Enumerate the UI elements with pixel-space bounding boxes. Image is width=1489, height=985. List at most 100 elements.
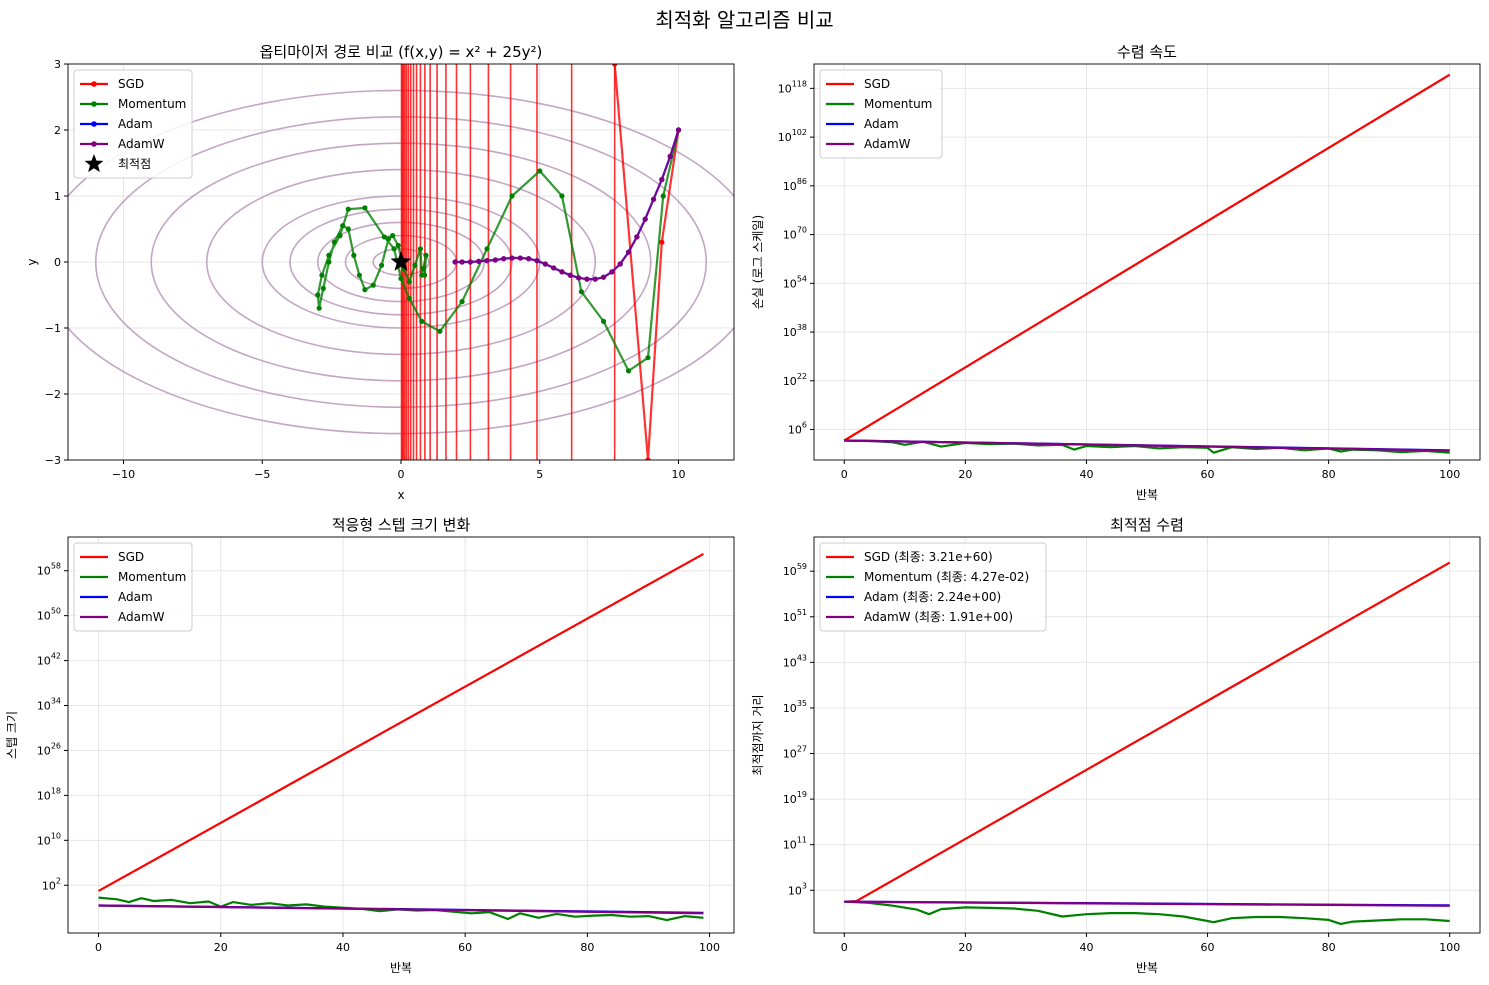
series-line-sgd bbox=[843, 73, 1451, 442]
legend-label: Adam bbox=[118, 590, 153, 604]
legend-box bbox=[73, 69, 193, 179]
y-axis-label: 스텝 크기 bbox=[5, 711, 19, 759]
legend-label: Adam bbox=[864, 117, 899, 131]
x-tick-label: 80 bbox=[1322, 468, 1336, 481]
x-tick-label: 60 bbox=[1201, 941, 1215, 954]
legend-label: Momentum bbox=[118, 570, 186, 584]
data-point-momentum bbox=[351, 252, 357, 258]
x-axis-label: 반복 bbox=[1136, 488, 1158, 502]
y-tick-label: 1054 bbox=[783, 274, 807, 290]
y-tick-label: 1 bbox=[54, 190, 61, 203]
x-tick-label: 0 bbox=[841, 468, 848, 481]
legend-entry: 최적점 bbox=[84, 154, 151, 173]
data-point-momentum bbox=[625, 368, 632, 374]
x-tick-label: 80 bbox=[1322, 941, 1336, 954]
data-point-momentum bbox=[390, 233, 396, 239]
x-tick-label: 40 bbox=[1079, 468, 1093, 481]
legend-label: AdamW bbox=[118, 610, 165, 624]
legend-entry: Momentum (최종: 4.27e-02) bbox=[826, 570, 1029, 584]
data-point-momentum bbox=[362, 205, 368, 211]
data-point-adamw bbox=[609, 269, 615, 275]
data-point-momentum bbox=[320, 285, 326, 291]
x-tick-label: 60 bbox=[1201, 468, 1215, 481]
series-line-adamw bbox=[455, 129, 680, 281]
data-point-adamw bbox=[600, 274, 607, 280]
x-tick-label: 100 bbox=[699, 941, 720, 954]
legend-box bbox=[819, 542, 1047, 632]
legend-entry: AdamW bbox=[80, 610, 165, 624]
data-point-sgd bbox=[612, 64, 618, 67]
data-point-momentum bbox=[395, 242, 401, 249]
data-point-adamw bbox=[467, 259, 473, 265]
x-tick-label: 100 bbox=[1439, 468, 1460, 481]
data-point-momentum bbox=[362, 287, 368, 293]
chart-title: 적응형 스텝 크기 변화 bbox=[332, 516, 471, 534]
data-point-adamw bbox=[517, 255, 523, 261]
data-point-adamw bbox=[534, 258, 540, 264]
y-tick-label: 1034 bbox=[37, 697, 61, 713]
data-point-adamw bbox=[650, 196, 657, 202]
y-tick-label: 1027 bbox=[783, 745, 807, 761]
y-tick-label: 1038 bbox=[783, 323, 807, 339]
legend-label: SGD bbox=[864, 77, 890, 91]
x-tick-label: 5 bbox=[536, 468, 543, 481]
y-tick-label: 1043 bbox=[783, 653, 807, 669]
chart-title: 수렴 속도 bbox=[1117, 43, 1177, 61]
legend-entry: AdamW bbox=[826, 137, 911, 151]
data-point-momentum bbox=[578, 289, 584, 295]
data-point-adamw bbox=[567, 272, 573, 278]
series-line-adamw bbox=[844, 900, 1450, 907]
data-point-momentum bbox=[600, 318, 607, 324]
x-tick-label: 40 bbox=[1079, 941, 1093, 954]
y-tick-label: −2 bbox=[45, 388, 61, 401]
series-line-momentum bbox=[844, 900, 1450, 926]
legend-marker bbox=[91, 101, 97, 107]
legend-entry: AdamW (최종: 1.91e+00) bbox=[826, 610, 1013, 624]
y-tick-label: 1086 bbox=[783, 177, 807, 193]
plot-area bbox=[843, 73, 1451, 454]
x-tick-label: 0 bbox=[95, 941, 102, 954]
legend-label: Momentum (최종: 4.27e-02) bbox=[864, 570, 1029, 584]
data-point-momentum bbox=[370, 282, 376, 288]
series-line-adamw bbox=[98, 904, 704, 915]
legend-marker bbox=[91, 81, 97, 87]
y-tick-label: 106 bbox=[788, 421, 807, 437]
data-point-adamw bbox=[659, 176, 665, 183]
x-tick-label: 60 bbox=[458, 941, 472, 954]
data-point-momentum bbox=[378, 262, 385, 268]
y-tick-label: 1070 bbox=[783, 226, 807, 242]
y-tick-label: 1026 bbox=[37, 741, 61, 757]
data-point-sgd bbox=[645, 457, 651, 460]
series-line-momentum bbox=[316, 129, 680, 373]
data-point-momentum bbox=[645, 355, 651, 361]
legend: SGD (최종: 3.21e+60) Momentum (최종: 4.27e-02… bbox=[819, 542, 1047, 632]
data-point-momentum bbox=[326, 259, 332, 265]
legend-label: SGD (최종: 3.21e+60) bbox=[864, 550, 993, 564]
data-point-adamw bbox=[576, 275, 582, 281]
data-point-momentum bbox=[417, 246, 424, 252]
data-point-momentum bbox=[660, 193, 666, 199]
data-point-momentum bbox=[420, 266, 426, 272]
y-tick-label: 1042 bbox=[37, 652, 61, 668]
data-point-momentum bbox=[421, 272, 428, 278]
legend-entry: Adam bbox=[826, 117, 899, 131]
data-point-momentum bbox=[509, 193, 515, 199]
legend-entry: SGD bbox=[826, 77, 890, 91]
data-point-adamw bbox=[559, 269, 565, 275]
x-tick-label: 40 bbox=[336, 941, 350, 954]
data-point-adamw bbox=[542, 261, 548, 267]
y-tick-label: 1019 bbox=[783, 790, 807, 806]
legend-label: Adam bbox=[118, 117, 153, 131]
legend-marker bbox=[91, 141, 97, 147]
x-tick-label: 80 bbox=[580, 941, 594, 954]
data-point-momentum bbox=[326, 252, 332, 258]
data-point-momentum bbox=[337, 233, 343, 239]
chart-panel-1: 옵티마이저 경로 비교 (f(x,y) = x² + 25y²)xy−10 −5 0… bbox=[25, 43, 735, 502]
plot-area bbox=[844, 561, 1451, 926]
data-point-momentum bbox=[356, 272, 362, 278]
y-tick-label: 1018 bbox=[37, 786, 61, 802]
y-tick-label: 1011 bbox=[783, 836, 807, 852]
